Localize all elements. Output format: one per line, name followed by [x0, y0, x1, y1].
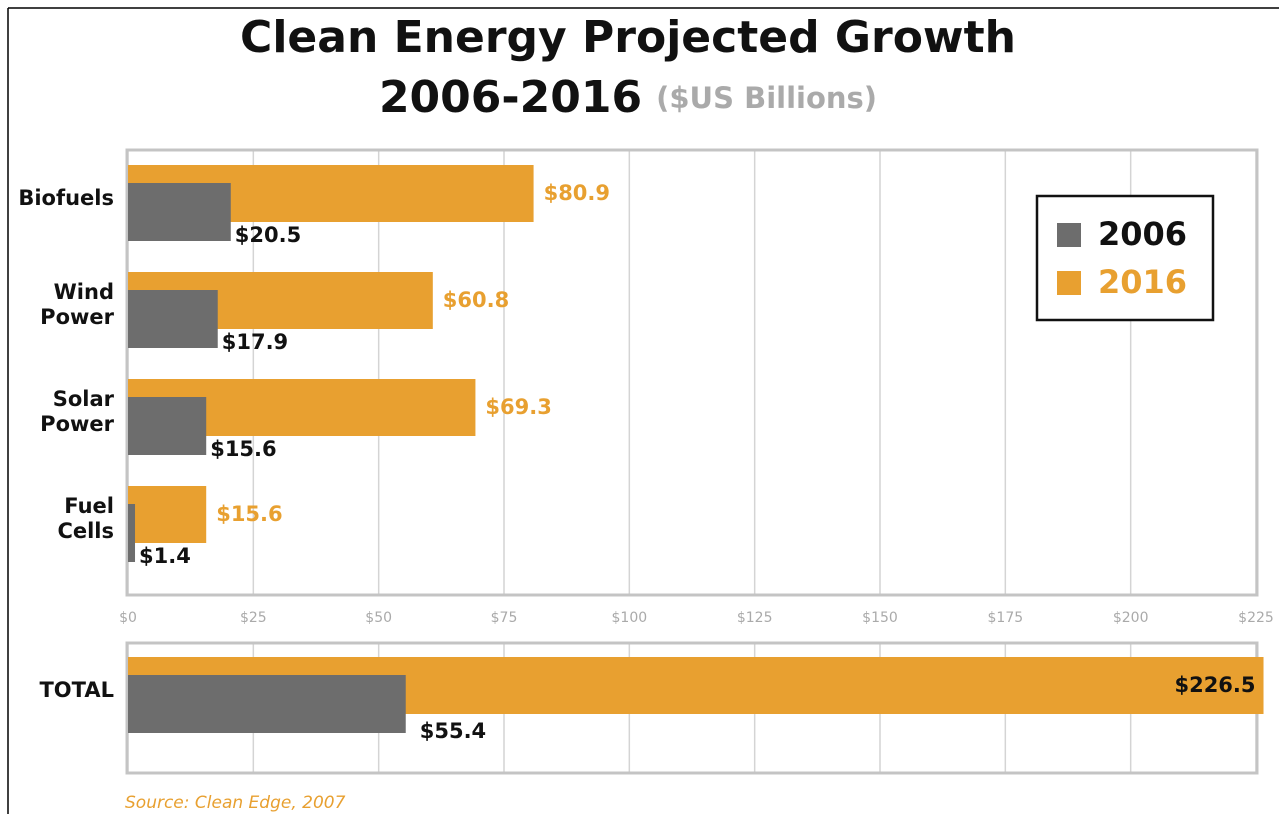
category-label: Wind Power	[40, 280, 114, 329]
value-label: $80.9	[544, 181, 610, 205]
bar	[128, 675, 406, 733]
legend-box	[1035, 194, 1215, 322]
bar	[128, 183, 231, 241]
x-tick-label: $125	[737, 610, 773, 626]
value-label: $69.3	[485, 395, 551, 419]
value-label: $20.5	[235, 223, 301, 247]
value-label: $226.5	[1174, 673, 1255, 697]
value-label: $15.6	[210, 437, 276, 461]
subtitle-line: 2006-2016 ($US Billions)	[379, 72, 877, 123]
subtitle-main: 2006-2016	[379, 72, 642, 123]
value-label: $55.4	[420, 719, 486, 743]
x-tick-label: $75	[491, 610, 518, 626]
value-label: $1.4	[139, 544, 191, 568]
bar	[128, 486, 207, 543]
legend-swatch	[1057, 271, 1081, 295]
x-tick-label: $0	[119, 610, 137, 626]
x-tick-label: $50	[365, 610, 392, 626]
category-label: Solar Power	[40, 387, 114, 436]
x-tick-label: $200	[1113, 610, 1149, 626]
value-label: $17.9	[222, 330, 288, 354]
legend-swatch	[1057, 223, 1081, 247]
bar	[128, 397, 207, 455]
legend-label: 2016	[1098, 263, 1187, 301]
x-tick-label: $150	[862, 610, 898, 626]
x-tick-label: $100	[612, 610, 648, 626]
category-label: Fuel Cells	[57, 494, 114, 543]
legend-label: 2006	[1098, 215, 1187, 253]
x-tick-label: $225	[1238, 610, 1274, 626]
panel-border	[125, 148, 1259, 597]
category-label: Biofuels	[18, 185, 114, 210]
bar	[128, 290, 218, 348]
source: Source: Clean Edge, 2007	[125, 793, 346, 813]
x-tick-label: $25	[240, 610, 267, 626]
value-label: $60.8	[443, 288, 509, 312]
value-label: $15.6	[216, 502, 282, 526]
chart-title: Clean Energy Projected Growth	[240, 12, 1016, 63]
x-tick-label: $175	[988, 610, 1024, 626]
subtitle: ($US Billions)	[656, 81, 877, 115]
bar	[128, 504, 136, 562]
category-label: TOTAL	[39, 677, 114, 702]
